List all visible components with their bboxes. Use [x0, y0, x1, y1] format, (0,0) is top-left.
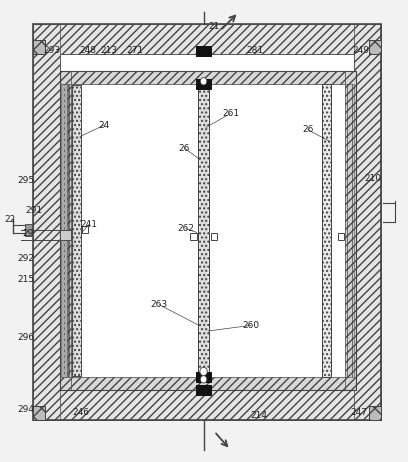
Circle shape [200, 78, 207, 85]
Text: 241: 241 [81, 219, 98, 229]
Bar [60, 377, 357, 390]
Text: 21: 21 [208, 22, 220, 30]
Text: 291: 291 [25, 206, 42, 215]
Bar [196, 46, 211, 56]
Bar [355, 24, 381, 420]
Bar [33, 390, 381, 420]
Text: 215: 215 [18, 275, 34, 284]
Text: 22: 22 [4, 215, 15, 224]
Bar [338, 233, 344, 240]
Bar [33, 24, 381, 54]
Bar [211, 233, 217, 240]
Bar [33, 406, 45, 420]
Bar [33, 40, 45, 54]
Text: 292: 292 [18, 254, 34, 263]
Bar [369, 406, 381, 420]
Bar [198, 84, 209, 377]
Bar [60, 71, 71, 390]
Bar [190, 233, 197, 240]
Bar [369, 40, 381, 54]
Circle shape [200, 376, 207, 383]
Bar [64, 84, 67, 377]
Text: 294: 294 [18, 405, 34, 414]
Text: 247: 247 [351, 408, 368, 417]
Bar [345, 71, 357, 390]
Bar [60, 71, 357, 84]
Text: 213: 213 [100, 46, 117, 55]
Bar [345, 84, 355, 377]
Bar [33, 54, 381, 420]
Text: 26: 26 [179, 144, 190, 152]
Text: 26: 26 [302, 125, 313, 134]
Text: 260: 260 [242, 321, 259, 330]
Bar [60, 84, 71, 377]
Bar [322, 84, 331, 377]
Text: 246: 246 [73, 408, 90, 417]
Bar [369, 40, 381, 54]
Text: 271: 271 [126, 46, 144, 55]
Bar [198, 84, 209, 377]
Bar [72, 85, 81, 376]
Bar [322, 84, 331, 377]
Bar [60, 71, 357, 390]
Text: 263: 263 [151, 300, 168, 309]
Bar [196, 79, 211, 89]
Text: 281: 281 [246, 46, 264, 55]
Bar [196, 385, 211, 395]
Circle shape [200, 367, 207, 376]
Text: 29: 29 [23, 229, 34, 238]
Bar [82, 226, 88, 233]
Bar [61, 84, 64, 377]
Bar [72, 85, 81, 376]
Bar [60, 54, 355, 390]
Text: 293: 293 [43, 46, 60, 55]
Text: 24: 24 [99, 121, 110, 129]
Text: 249: 249 [352, 46, 369, 55]
Bar [33, 406, 45, 420]
Bar [33, 24, 381, 420]
Bar [25, 224, 31, 236]
Bar [369, 406, 381, 420]
Bar [60, 230, 71, 240]
Text: 296: 296 [18, 334, 34, 342]
Text: 295: 295 [18, 176, 34, 185]
Text: 261: 261 [222, 109, 239, 118]
Bar [33, 40, 45, 54]
Bar [33, 24, 60, 420]
Text: 214: 214 [251, 411, 267, 420]
Text: 210: 210 [364, 174, 381, 182]
Bar [196, 372, 211, 382]
Text: 262: 262 [177, 224, 194, 233]
Text: 248: 248 [80, 46, 97, 55]
